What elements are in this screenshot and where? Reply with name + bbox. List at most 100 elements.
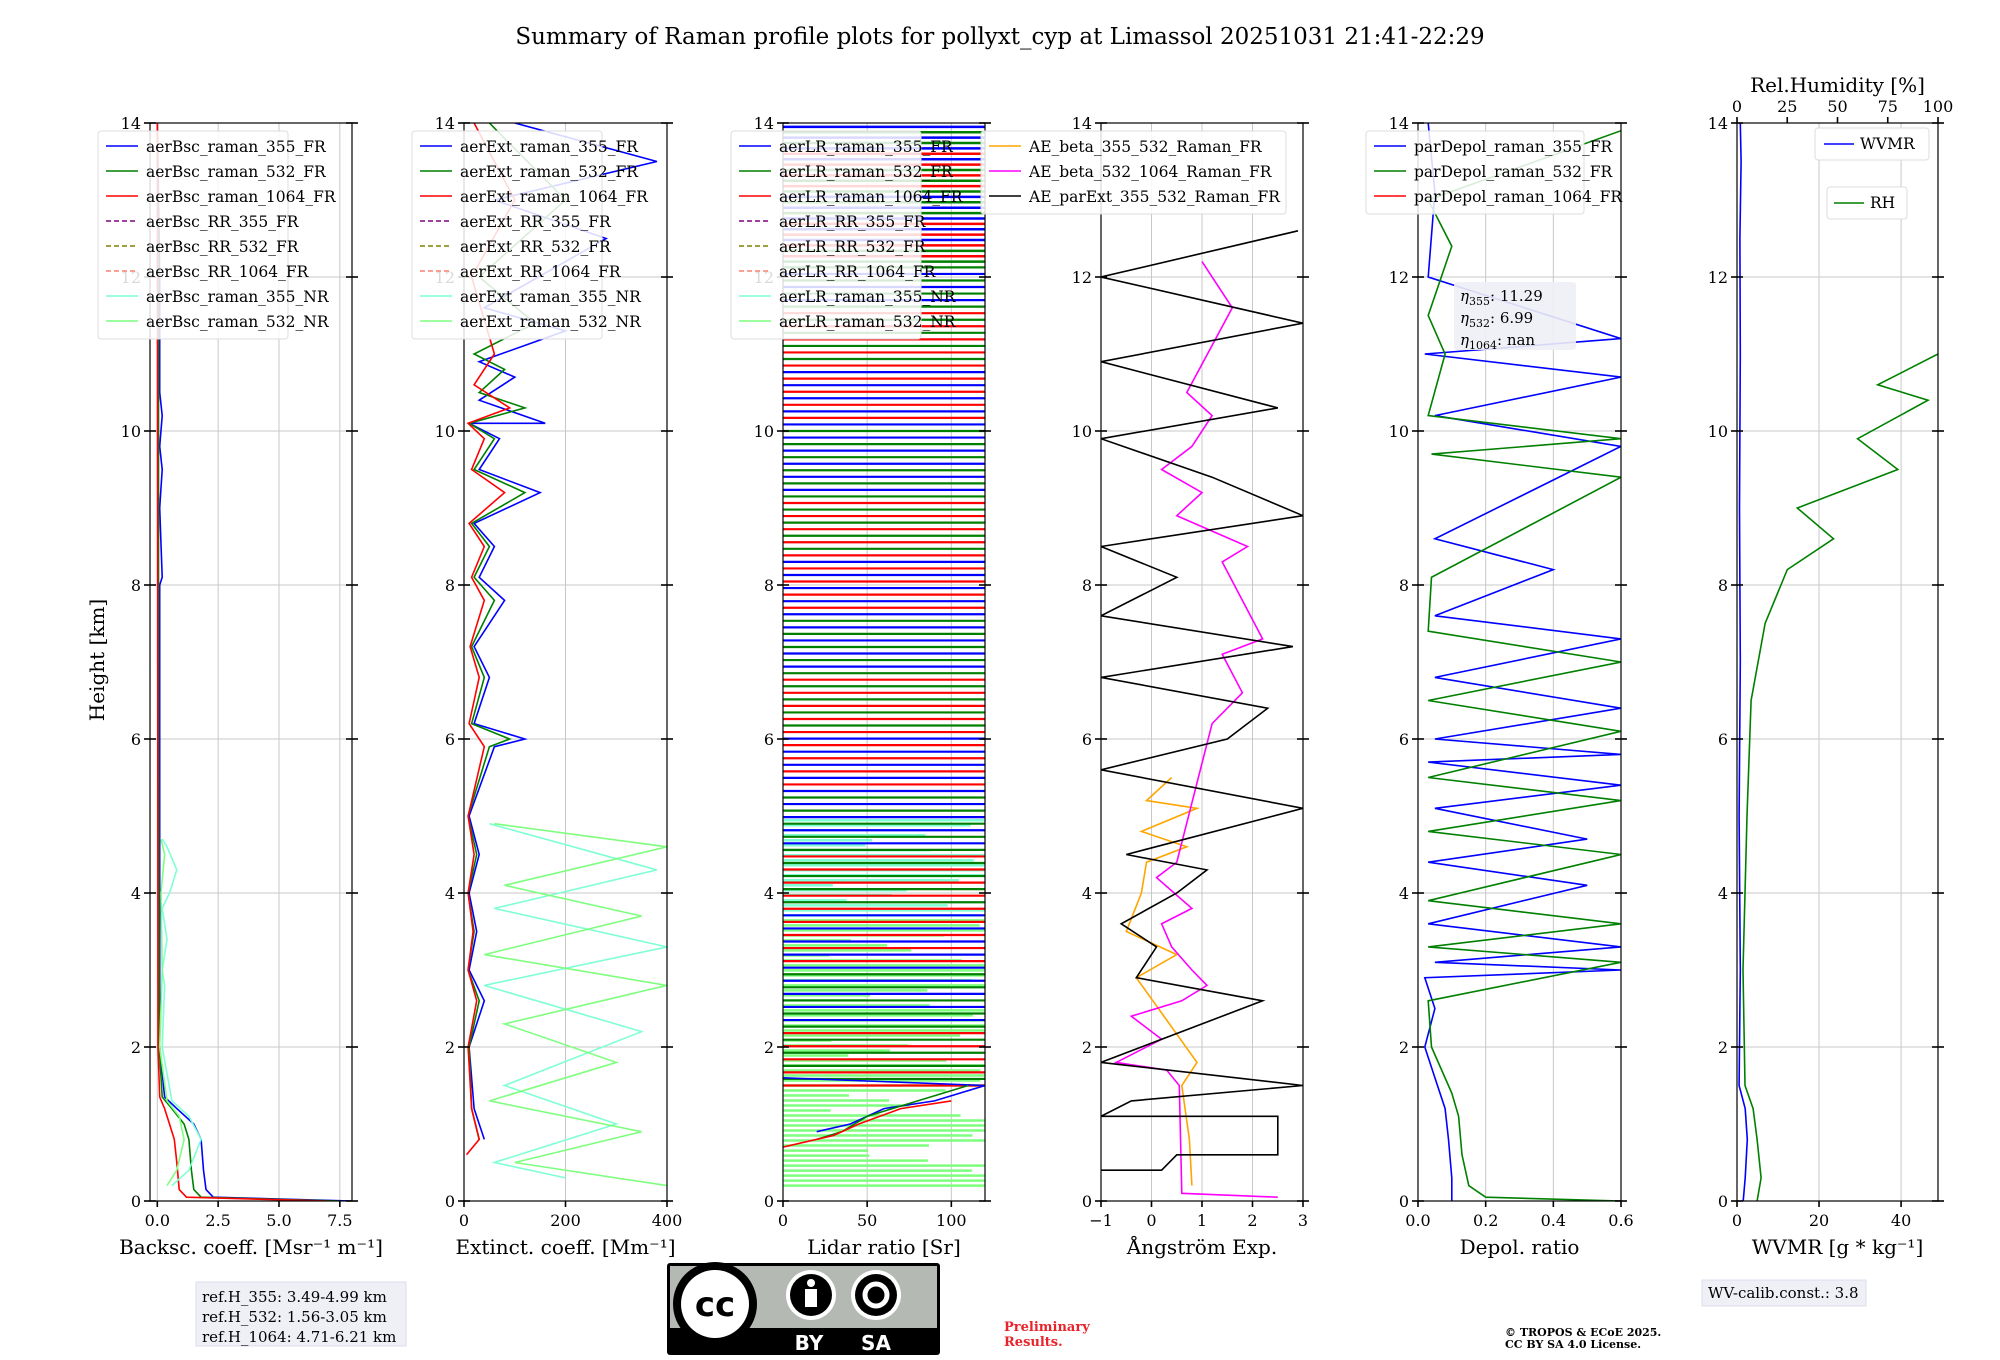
series-line-AE_beta_532_1064_Raman_FR bbox=[1113, 261, 1278, 1198]
y-axis-label: Height [km] bbox=[85, 599, 109, 721]
x-tick-label: 0.4 bbox=[1541, 1211, 1566, 1230]
x-tick-label: 0 bbox=[1732, 1211, 1742, 1230]
legend-label: AE_parExt_355_532_Raman_FR bbox=[1028, 188, 1281, 206]
x-tick-label: 0 bbox=[459, 1211, 469, 1230]
series-line-parDepol_raman_532_FR bbox=[1427, 129, 1621, 1201]
top-tick-label: 50 bbox=[1827, 97, 1847, 116]
series-line-WVMR bbox=[1738, 123, 1749, 1201]
wv-calib-box-bg bbox=[1701, 1279, 1867, 1307]
by-label: BY bbox=[795, 1331, 824, 1355]
annotation-line: η1064: nan bbox=[1460, 331, 1535, 352]
legend-box-wvmr bbox=[1814, 127, 1930, 161]
y-tick-label: 14 bbox=[1072, 114, 1092, 133]
y-tick-label: 14 bbox=[1708, 114, 1728, 133]
y-tick-label: 10 bbox=[1072, 422, 1092, 441]
top-tick-label: 100 bbox=[1923, 97, 1954, 116]
legend-label: aerExt_raman_1064_FR bbox=[460, 188, 649, 206]
y-tick-label: 2 bbox=[1082, 1038, 1092, 1057]
y-tick-label: 10 bbox=[754, 422, 774, 441]
sa-label: SA bbox=[861, 1331, 891, 1355]
y-tick-label: 6 bbox=[1082, 730, 1092, 749]
legend-label: AE_beta_355_532_Raman_FR bbox=[1028, 138, 1263, 156]
annotation-line: η532: 6.99 bbox=[1460, 309, 1533, 330]
legend-label: aerBsc_raman_532_FR bbox=[146, 163, 327, 181]
y-tick-label: 8 bbox=[764, 576, 774, 595]
ref-height-box: ref.H_355: 3.49-4.99 km ref.H_532: 1.56-… bbox=[195, 1281, 407, 1347]
legend: parDepol_raman_355_FR parDepol_raman_532_… bbox=[1365, 130, 1623, 215]
series-group bbox=[1738, 123, 1938, 1201]
series-line-aerLR_raman_1064_FR bbox=[783, 1100, 952, 1148]
series-line-aerBsc_raman_355_FR bbox=[156, 123, 352, 1201]
x-tick-label: 1 bbox=[1197, 1211, 1207, 1230]
y-tick-label: 2 bbox=[445, 1038, 455, 1057]
ref-height-1064: ref.H_1064: 4.71-6.21 km bbox=[202, 1328, 396, 1346]
legend: aerLR_raman_355_FR aerLR_raman_532_FR aerL… bbox=[730, 130, 964, 340]
x-tick-label: 5.0 bbox=[266, 1211, 291, 1230]
annotation-symbol: η bbox=[1460, 309, 1469, 327]
legend-label: aerBsc_RR_532_FR bbox=[146, 238, 300, 256]
y-tick-label: 0 bbox=[131, 1192, 141, 1211]
x-tick-label: 0 bbox=[1146, 1211, 1156, 1230]
y-tick-label: 4 bbox=[1718, 884, 1728, 903]
legend-box bbox=[97, 130, 289, 340]
legend-box bbox=[1365, 130, 1585, 215]
y-tick-label: 8 bbox=[131, 576, 141, 595]
axes-frame bbox=[1736, 122, 1939, 1202]
y-tick-label: 14 bbox=[121, 114, 141, 133]
sa-icon-bg bbox=[855, 1274, 897, 1316]
ref-height-355: ref.H_355: 3.49-4.99 km bbox=[202, 1288, 387, 1306]
series-group bbox=[783, 1077, 985, 1148]
y-tick-label: 0 bbox=[764, 1192, 774, 1211]
legend: WVMR RH bbox=[1814, 127, 1930, 220]
legend-label: aerExt_raman_355_FR bbox=[460, 138, 639, 156]
series-line-aerLR_raman_355_FR bbox=[783, 1077, 985, 1133]
top-tick-label: 0 bbox=[1732, 97, 1742, 116]
y-tick-label: 14 bbox=[1389, 114, 1409, 133]
series-line-aerBsc_raman_355_NR bbox=[161, 838, 202, 1187]
annotation-line: η355: 11.29 bbox=[1460, 287, 1543, 308]
series-group bbox=[156, 123, 352, 1201]
x-axis-label: Lidar ratio [Sr] bbox=[807, 1235, 961, 1259]
x-axis-label: Depol. ratio bbox=[1460, 1235, 1580, 1259]
series-line-aerExt_raman_355_NR bbox=[484, 822, 667, 1179]
top-axis-label: Rel.Humidity [%] bbox=[1750, 73, 1925, 97]
legend-label: aerLR_RR_532_FR bbox=[779, 238, 927, 256]
y-tick-label: 12 bbox=[1708, 268, 1728, 287]
y-tick-label: 4 bbox=[445, 884, 455, 903]
axes-frame bbox=[782, 122, 986, 1202]
legend-label: aerLR_RR_355_FR bbox=[779, 213, 927, 231]
y-tick-label: 10 bbox=[1389, 422, 1409, 441]
preliminary-line-2: Results. bbox=[1004, 1335, 1063, 1350]
series-line-aerExt_raman_532_FR bbox=[467, 123, 567, 1140]
series-line-AE_parExt_355_532_Raman_FR bbox=[1101, 230, 1303, 1171]
legend-label: aerExt_raman_355_NR bbox=[460, 288, 642, 306]
x-tick-label: 7.5 bbox=[327, 1211, 352, 1230]
legend-label: aerBsc_RR_1064_FR bbox=[146, 263, 310, 281]
legend-label: aerBsc_raman_532_NR bbox=[146, 313, 330, 331]
y-tick-label: 8 bbox=[445, 576, 455, 595]
legend-label: aerExt_raman_532_NR bbox=[460, 313, 642, 331]
x-tick-label: 2.5 bbox=[205, 1211, 230, 1230]
y-tick-label: 4 bbox=[131, 884, 141, 903]
y-tick-label: 6 bbox=[131, 730, 141, 749]
annotation-subscript: 532 bbox=[1469, 317, 1490, 330]
y-tick-label: 4 bbox=[1082, 884, 1092, 903]
legend-label: WVMR bbox=[1860, 135, 1916, 153]
annotation-symbol: η bbox=[1460, 287, 1469, 305]
cc-logo-icon bbox=[681, 1270, 749, 1338]
annotation-symbol: η bbox=[1460, 331, 1469, 349]
top-tick-label: 25 bbox=[1777, 97, 1797, 116]
wv-calib-text: WV-calib.const.: 3.8 bbox=[1708, 1284, 1859, 1302]
legend-label: AE_beta_532_1064_Raman_FR bbox=[1028, 163, 1273, 181]
legend-label: aerExt_RR_1064_FR bbox=[460, 263, 622, 281]
annotation-subscript: 355 bbox=[1469, 295, 1490, 308]
y-tick-label: 10 bbox=[121, 422, 141, 441]
series-line-aerBsc_raman_1064_FR bbox=[156, 123, 328, 1201]
legend-box bbox=[411, 130, 603, 340]
y-tick-label: 6 bbox=[445, 730, 455, 749]
legend: aerExt_raman_355_FR aerExt_raman_532_FRae… bbox=[411, 130, 649, 340]
series-group bbox=[1423, 123, 1621, 1201]
